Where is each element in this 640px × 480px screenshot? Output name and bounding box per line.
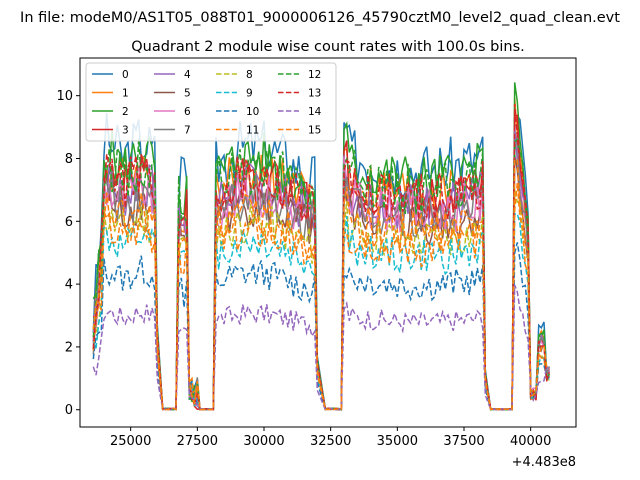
series-line-14 xyxy=(92,284,550,411)
x-tick-label: 35000 xyxy=(377,434,418,449)
y-tick-label: 2 xyxy=(65,340,73,355)
legend-box xyxy=(85,62,337,142)
legend-label-6: 6 xyxy=(184,106,191,118)
y-tick-label: 6 xyxy=(65,215,73,230)
legend-label-4: 4 xyxy=(184,69,191,81)
legend-label-5: 5 xyxy=(184,88,191,100)
legend-label-8: 8 xyxy=(246,69,253,81)
legend-label-1: 1 xyxy=(122,88,129,100)
ticks-layer: 25000 27500 30000 32500 35000 37500 40000 0 2 4 6 8… xyxy=(56,89,551,449)
series-line-3 xyxy=(92,114,550,411)
x-tick-label: 30000 xyxy=(243,434,284,449)
legend-label-3: 3 xyxy=(122,125,129,137)
legend-label-14: 14 xyxy=(308,106,322,118)
legend-label-11: 11 xyxy=(246,125,259,137)
legend-label-2: 2 xyxy=(122,106,129,118)
x-tick-label: 25000 xyxy=(110,434,151,449)
legend-label-9: 9 xyxy=(246,88,253,100)
series-line-15 xyxy=(92,158,550,411)
axes-frame xyxy=(79,57,577,428)
y-tick-label: 8 xyxy=(65,152,73,167)
chart-title: Quadrant 2 module wise count rates with … xyxy=(131,39,525,55)
x-tick-label: 37500 xyxy=(443,434,484,449)
y-tick-label: 4 xyxy=(65,278,73,293)
series-line-0 xyxy=(92,112,550,411)
x-offset-label: +4.483e8 xyxy=(512,455,576,470)
legend-label-15: 15 xyxy=(308,125,321,137)
legend-label-7: 7 xyxy=(184,125,191,137)
series-layer xyxy=(92,82,551,411)
x-tick-label: 40000 xyxy=(510,434,551,449)
legend-label-13: 13 xyxy=(308,88,321,100)
legend-label-12: 12 xyxy=(308,69,321,81)
chart-suptitle: In file: modeM0/AS1T05_088T01_9000006126… xyxy=(20,10,620,26)
legend-label-10: 10 xyxy=(246,106,259,118)
y-tick-label: 10 xyxy=(56,89,73,104)
x-tick-label: 27500 xyxy=(177,434,218,449)
y-tick-label: 0 xyxy=(65,403,73,418)
x-tick-label: 32500 xyxy=(310,434,351,449)
legend-label-0: 0 xyxy=(122,69,129,81)
